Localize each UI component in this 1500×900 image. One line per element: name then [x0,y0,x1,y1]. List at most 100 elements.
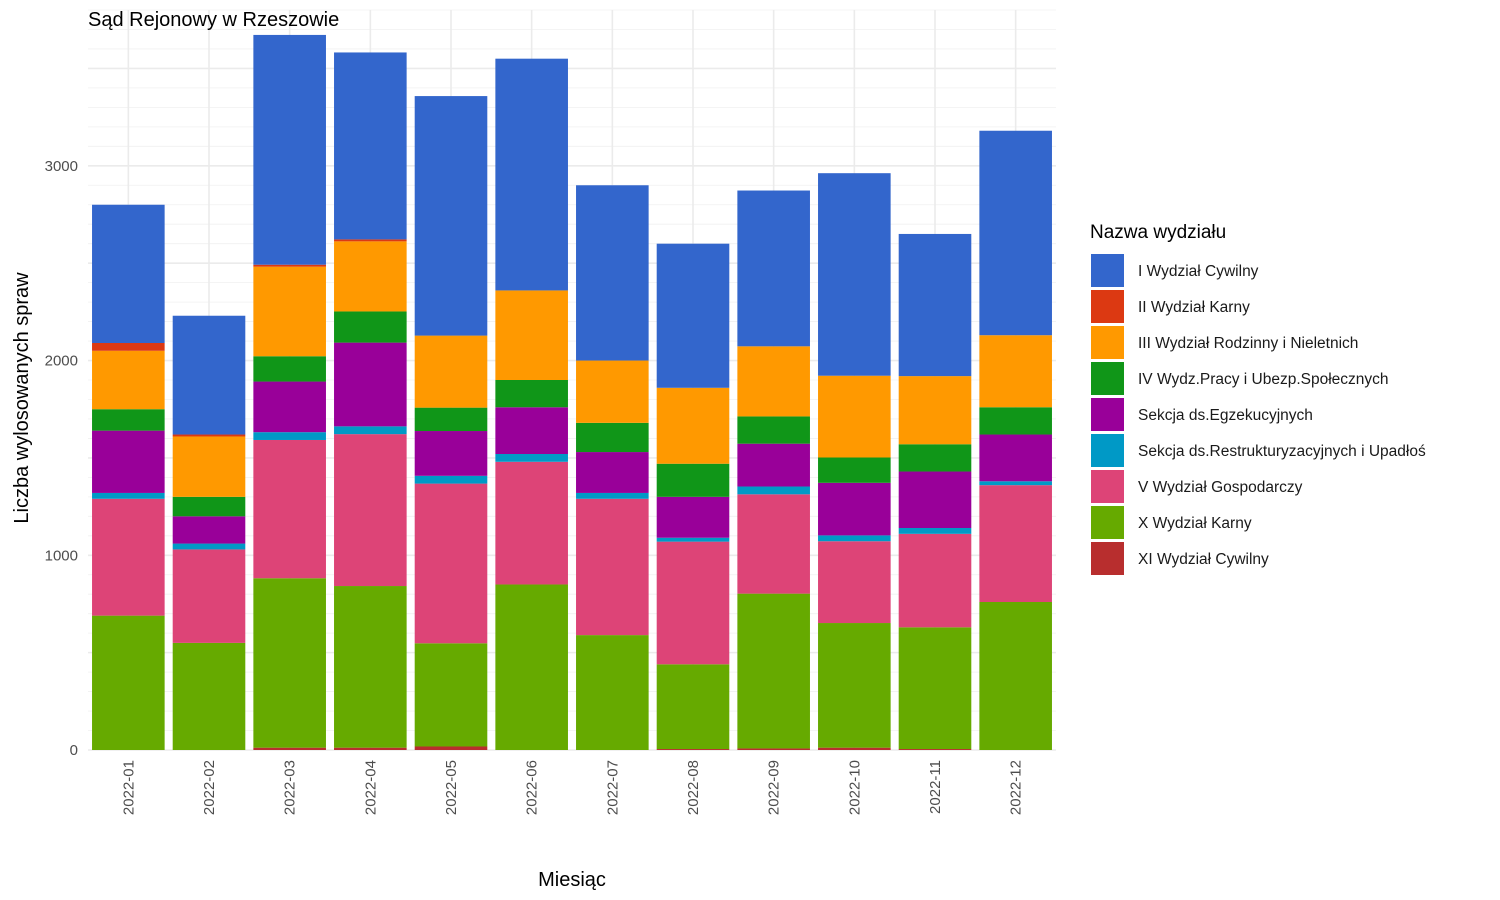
bar-segment [979,335,1052,408]
legend: Nazwa wydziału I Wydział Cywilny II Wydzi… [1090,222,1426,575]
bar-segment [576,422,649,453]
legend-swatch [1091,434,1124,467]
bar-segment [334,239,407,242]
bar-segment [495,454,568,462]
bar-segment [576,185,649,361]
bar-segment [737,190,810,347]
y-axis-ticks: 0 1000 2000 3000 [45,158,78,759]
bar-segment [737,443,810,487]
bar-segment [334,747,407,750]
bar-segment [92,615,165,750]
bar-segment [898,233,972,377]
y-axis-title: Liczba wylosowanych spraw [11,272,33,524]
bar-segment [414,643,488,747]
legend-label: V Wydział Gospodarczy [1138,479,1303,496]
bar-segment [92,204,165,343]
legend-label: III Wydział Rodzinny i Nieletnich [1138,335,1358,352]
legend-swatch [1091,506,1124,539]
bar-segment [172,436,246,497]
bar-segment [576,492,649,499]
bar-segment [172,496,246,517]
x-tick-label: 2022-06 [524,760,541,815]
x-tick-label: 2022-10 [846,760,863,815]
x-tick-label: 2022-05 [443,760,460,815]
bar-segment [495,584,568,750]
bar-segment [92,409,165,431]
bar-segment [92,492,165,499]
bar-segment [172,516,246,544]
bar-segment [898,528,972,534]
bar-segment [172,434,246,437]
bar-segment [656,496,730,538]
bar-segment [253,381,326,433]
bar-segment [656,664,730,750]
x-tick-label: 2022-08 [685,760,702,815]
bar-segment [576,452,649,493]
bar-segment [656,749,730,750]
legend-label: Sekcja ds.Egzekucyjnych [1138,407,1313,424]
bar-segment [253,264,326,267]
bar-segment [253,578,326,748]
bar-segment [495,407,568,454]
y-tick-label: 2000 [45,353,78,370]
x-tick-label: 2022-07 [604,760,621,815]
bar-segment [495,290,568,380]
bar-segment [737,486,810,495]
bar-segment [414,431,488,476]
legend-swatch [1091,398,1124,431]
x-tick-label: 2022-09 [766,760,783,815]
bar-segment [898,376,972,445]
bar-segment [656,243,730,388]
legend-label: XI Wydział Cywilny [1138,551,1269,568]
bar-segment [737,416,810,444]
bar-segment [898,533,972,628]
bar-segment [979,407,1052,435]
legend-swatch [1091,542,1124,575]
x-tick-label: 2022-04 [362,760,379,815]
chart-title: Sąd Rejonowy w Rzeszowie [88,9,339,31]
bar-segment [737,593,810,749]
bar-segment [737,346,810,417]
bar-segment [898,471,972,528]
bar-segment [818,457,891,483]
legend-swatch [1091,326,1124,359]
legend-swatch [1091,254,1124,287]
legend-label: II Wydział Karny [1138,299,1250,316]
bar-segment [979,130,1052,336]
bar-segment [495,58,568,291]
bar-segment [414,96,488,336]
bar-segment [737,748,810,750]
x-axis-ticks: 2022-01 2022-02 2022-03 2022-04 2022-05 2022-… [120,760,1024,815]
bar-segment [334,241,407,312]
bar-segment [92,350,165,410]
legend-label: X Wydział Karny [1138,515,1252,532]
bar-segment [414,475,488,484]
bar-segment [414,407,488,432]
bar-segment [414,746,488,750]
bar-segment [414,483,488,644]
bar-segment [818,375,891,458]
bar-segment [818,173,891,376]
bar-segment [818,747,891,750]
x-tick-label: 2022-02 [201,760,218,815]
bar-segment [253,266,326,357]
bar-segment [92,430,165,493]
x-axis-title: Miesiąc [538,869,606,891]
legend-swatch [1091,290,1124,323]
bar-segment [414,335,488,408]
bar-segment [253,747,326,750]
bar-segment [656,537,730,542]
bar-segment [818,535,891,542]
bar-segment [253,356,326,382]
legend-swatch [1091,470,1124,503]
bar-segment [979,485,1052,602]
bar-segment [898,749,972,750]
bar-segment [334,52,407,240]
bar-segment [334,586,407,748]
bar-segment [253,432,326,440]
y-tick-label: 1000 [45,547,78,564]
bar-segment [576,635,649,750]
legend-items: I Wydział Cywilny II Wydział Karny III Wyd… [1091,254,1426,575]
bar-segment [334,342,407,427]
bar-segment [979,481,1052,486]
